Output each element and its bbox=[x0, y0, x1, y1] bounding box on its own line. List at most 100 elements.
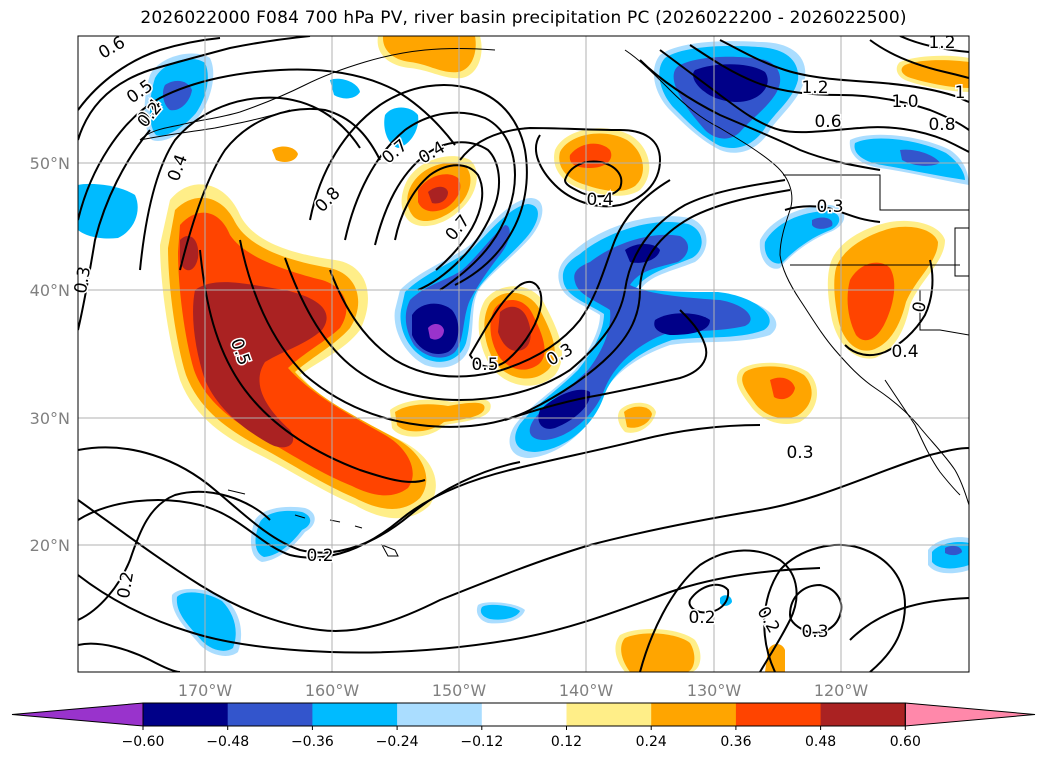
pv-contour-line bbox=[78, 642, 181, 672]
pv-contour-line bbox=[78, 37, 221, 111]
lon-label: 160°W bbox=[305, 681, 360, 700]
lon-label: 120°W bbox=[814, 681, 869, 700]
colorbar-extend-max bbox=[904, 702, 1036, 727]
negative-precip-area bbox=[812, 217, 833, 229]
pv-contour-label: 0.8 bbox=[928, 115, 955, 135]
colorbar-tick-label: −0.12 bbox=[460, 734, 503, 750]
pv-contour-line bbox=[78, 490, 271, 621]
pv-contour-line bbox=[78, 424, 761, 559]
positive-precip-area bbox=[180, 236, 199, 271]
pv-contour-line bbox=[844, 259, 934, 357]
negative-precip-area bbox=[900, 149, 940, 166]
positive-precip-area bbox=[847, 262, 895, 341]
pv-contour-line bbox=[78, 68, 456, 221]
lat-label: 50°N bbox=[30, 154, 70, 173]
positive-precip-area bbox=[272, 146, 298, 162]
state-border bbox=[954, 227, 969, 277]
pv-contour-label: 1.2 bbox=[801, 78, 828, 98]
baja-coastline bbox=[884, 379, 961, 496]
colorbar-tick-label: 0.12 bbox=[551, 734, 582, 750]
negative-precip-area bbox=[428, 324, 444, 340]
lat-label: 40°N bbox=[30, 281, 70, 300]
map-border bbox=[77, 35, 970, 673]
pv-contour-line bbox=[849, 597, 969, 641]
colorbar-tick-label: −0.60 bbox=[122, 734, 165, 750]
negative-precip-area bbox=[384, 107, 419, 148]
pv-contour-label: 1.0 bbox=[891, 92, 918, 112]
pv-contour-line bbox=[309, 84, 528, 286]
colorbar-segment bbox=[143, 703, 229, 726]
longitude-labels: 170°W 160°W 150°W 140°W 130°W 120°W bbox=[178, 681, 869, 700]
colorbar-tick-label: −0.24 bbox=[376, 734, 419, 750]
negative-precip-area bbox=[529, 234, 751, 440]
lat-label: 20°N bbox=[30, 536, 70, 555]
negative-precip-area bbox=[945, 545, 962, 556]
pv-contour-line bbox=[78, 129, 151, 331]
pv-contour-line bbox=[329, 179, 671, 378]
aleutian-islands bbox=[139, 109, 291, 141]
pv-contour-line bbox=[374, 141, 501, 291]
colorbar-segment bbox=[481, 703, 567, 726]
positive-precip-area bbox=[770, 377, 795, 400]
colorbar-tick-label: 0.24 bbox=[636, 734, 667, 750]
colorbar-outline bbox=[142, 702, 906, 727]
colorbar-segment bbox=[735, 703, 822, 726]
colorbar-segment bbox=[312, 703, 398, 726]
pv-contour-line bbox=[78, 36, 311, 141]
pv-contour-line bbox=[563, 160, 623, 198]
colorbar-segment bbox=[820, 703, 906, 726]
latitude-labels: 50°N 40°N 30°N 20°N bbox=[30, 154, 70, 555]
pv-contour-line bbox=[344, 111, 517, 291]
pv-contour-line bbox=[763, 544, 907, 672]
pv-contour-label: 0.2 bbox=[306, 546, 333, 566]
negative-precip-area bbox=[480, 604, 520, 620]
pv-contour-line bbox=[784, 205, 881, 223]
colorbar-segment bbox=[651, 703, 737, 726]
positive-precip-area bbox=[901, 60, 969, 88]
pv-contour-line bbox=[688, 583, 730, 614]
colorbar-tick-label: 0.48 bbox=[805, 734, 836, 750]
pv-contour-line bbox=[869, 39, 969, 79]
positive-precip-area bbox=[621, 633, 695, 672]
negative-precip-area bbox=[330, 78, 360, 99]
pv-contour-line bbox=[394, 164, 484, 271]
lat-label: 30°N bbox=[30, 409, 70, 428]
pv-contour-line bbox=[788, 583, 843, 634]
lon-label: 130°W bbox=[687, 681, 742, 700]
pv-contour-line bbox=[639, 59, 881, 171]
colorbar-tick-label: 0.60 bbox=[890, 734, 921, 750]
negative-precip-area bbox=[693, 64, 768, 103]
pv-contour-line bbox=[639, 549, 798, 672]
pv-contour-line bbox=[689, 44, 969, 131]
pv-contour-line bbox=[78, 446, 521, 554]
graticule bbox=[78, 36, 969, 672]
north-america-coastline bbox=[624, 49, 969, 506]
precipitation-shading bbox=[78, 36, 969, 672]
colorbar-segment bbox=[566, 703, 652, 726]
positive-precip-area bbox=[382, 36, 476, 73]
pv-contour-label: 0.2 bbox=[688, 608, 715, 628]
lon-label: 140°W bbox=[559, 681, 614, 700]
pv-contour-line bbox=[504, 309, 708, 421]
colorbar-tick-label: 0.36 bbox=[720, 734, 751, 750]
colorbar-extend-min bbox=[11, 702, 144, 727]
pv-contour-line bbox=[468, 280, 543, 368]
pv-contour-label: 0.4 bbox=[891, 342, 918, 362]
pv-contour-label: 0.6 bbox=[814, 112, 841, 132]
positive-precip-area bbox=[624, 406, 652, 428]
pv-contour-label: 1 bbox=[955, 83, 966, 103]
pv-contour-label: 0.3 bbox=[786, 443, 813, 463]
colorbar-tick-labels: −0.60 −0.48 −0.36 −0.24 −0.12 0.12 0.24 0.36 0.4… bbox=[122, 726, 921, 750]
pv-contour-line bbox=[284, 179, 786, 402]
negative-precip-area bbox=[176, 592, 236, 651]
pv-contour-label: 0.4 bbox=[586, 190, 613, 210]
colorbar bbox=[11, 702, 1036, 727]
pv-contour-line bbox=[199, 249, 426, 483]
pv-contour-label: 0.3 bbox=[801, 622, 828, 642]
pv-contour-line bbox=[719, 39, 969, 103]
pv-contour-label: 1.2 bbox=[928, 33, 955, 53]
positive-precip-area bbox=[765, 644, 785, 672]
map-title: 2026022000 F084 700 hPa PV, river basin … bbox=[140, 8, 907, 28]
positive-precip-area bbox=[428, 186, 448, 204]
